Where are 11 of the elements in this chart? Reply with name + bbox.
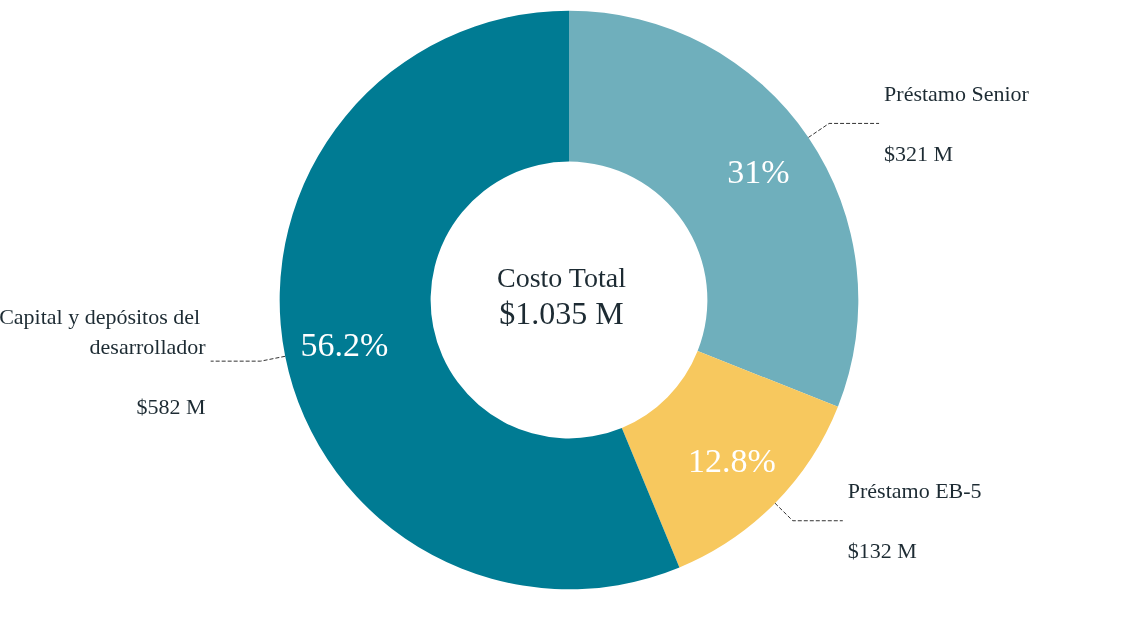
slice-label: Capital y depósitos del desarrollador [0, 303, 207, 359]
data-label: $321 M [884, 140, 954, 166]
slice-label: Préstamo EB-5 [847, 478, 982, 504]
text: 12.8% [688, 442, 776, 480]
text: $1.035 M [499, 295, 624, 331]
text: 31% [727, 152, 790, 190]
data-label: $582 M [136, 393, 206, 419]
text: 56.2% [300, 326, 389, 364]
slice-label: Préstamo Senior [884, 80, 1030, 106]
data-label: $132 M [847, 538, 917, 564]
text: Costo Total [497, 261, 627, 293]
